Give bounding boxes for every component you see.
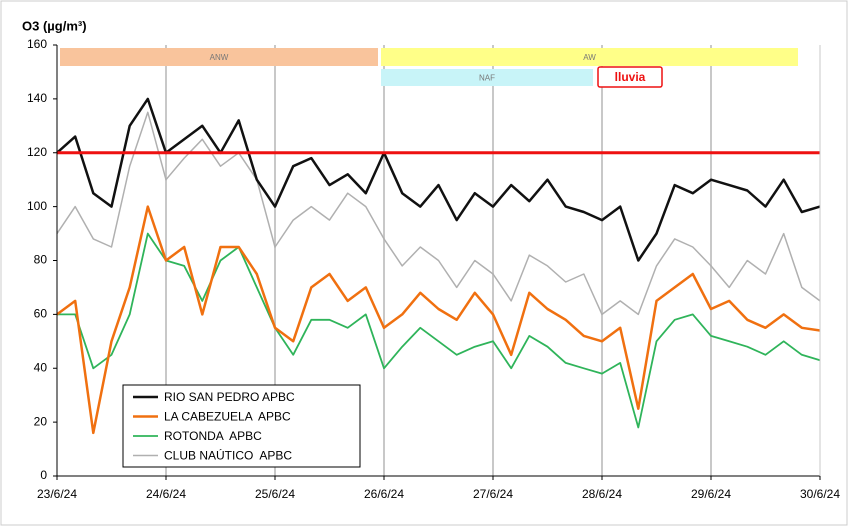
series-line <box>56 97 821 262</box>
legend-label: ROTONDA APBC <box>164 429 262 443</box>
x-tick-label: 30/6/24 <box>800 487 840 501</box>
legend <box>122 384 361 468</box>
y-tick-label: 100 <box>27 199 47 213</box>
band <box>381 69 593 86</box>
band <box>60 48 378 66</box>
legend-label: CLUB NAÚTICO APBC <box>164 448 292 463</box>
x-tick-label: 26/6/24 <box>364 487 404 501</box>
x-tick-label: 28/6/24 <box>582 487 622 501</box>
band-label: NAF <box>479 74 495 83</box>
y-tick-label: 160 <box>27 37 47 51</box>
y-tick-label: 20 <box>34 414 48 428</box>
x-tick-label: 29/6/24 <box>691 487 731 501</box>
x-tick-label: 24/6/24 <box>146 487 186 501</box>
series-line <box>57 232 821 429</box>
band <box>597 66 663 88</box>
series-line <box>56 205 821 435</box>
band <box>381 48 798 66</box>
x-tick-label: 23/6/24 <box>37 487 77 501</box>
y-tick-label: 40 <box>34 360 48 374</box>
y-tick-label: 80 <box>34 253 48 267</box>
series-line <box>56 111 821 316</box>
chart-title: O3 (µg/m³) <box>22 18 87 33</box>
band-label: ANW <box>210 53 229 62</box>
legend-label: LA CABEZUELA APBC <box>164 410 291 424</box>
band-label: lluvia <box>615 70 646 84</box>
x-tick-label: 27/6/24 <box>473 487 513 501</box>
legend-label: RIO SAN PEDRO APBC <box>164 390 295 404</box>
y-tick-label: 120 <box>27 145 47 159</box>
band-label: AW <box>583 53 596 62</box>
y-tick-label: 0 <box>40 468 47 482</box>
y-tick-label: 60 <box>34 307 48 321</box>
x-tick-label: 25/6/24 <box>255 487 295 501</box>
y-tick-label: 140 <box>27 91 47 105</box>
